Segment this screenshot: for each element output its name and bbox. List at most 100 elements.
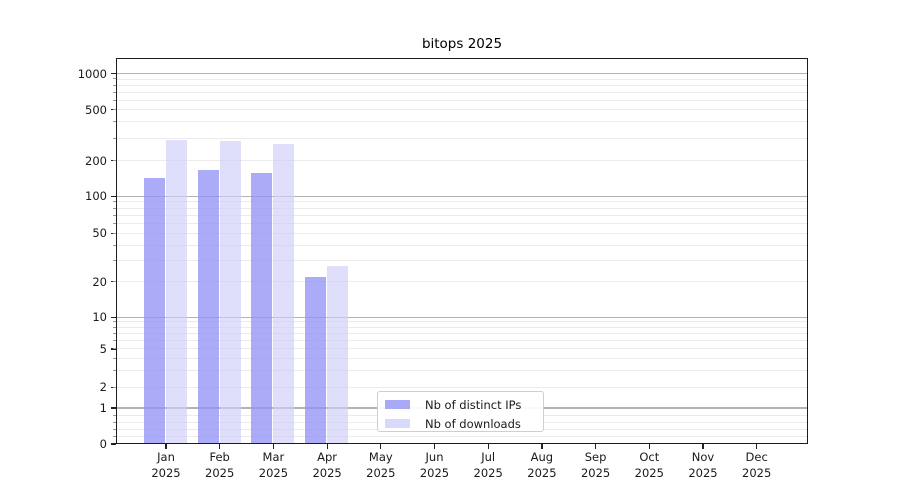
x-tick-label: Oct 2025: [617, 449, 681, 481]
x-tick-label-month: Feb: [209, 450, 230, 464]
x-tick-label-year: 2025: [742, 466, 772, 480]
gridline-minor: [116, 160, 808, 162]
y-tick-label: 20: [92, 274, 107, 289]
x-tick-mark: [380, 444, 382, 449]
gridline-minor: [116, 281, 808, 283]
x-tick-mark: [219, 444, 221, 449]
y-tick-label: 500: [85, 102, 107, 117]
x-tick-mark: [595, 444, 597, 449]
x-tick-label: Jun 2025: [403, 449, 467, 481]
y-tick-label: 1: [99, 400, 107, 415]
legend-swatch: [385, 419, 410, 428]
y-tick-label: 100: [85, 189, 107, 204]
x-tick-label-month: Dec: [745, 450, 768, 464]
x-tick-label: Mar 2025: [241, 449, 305, 481]
x-tick-label-year: 2025: [258, 466, 289, 480]
gridline-minor: [116, 207, 808, 209]
y-minor-tick-mark: [113, 259, 116, 261]
gridline-minor: [116, 223, 808, 225]
bar-distinct-ips: [144, 177, 165, 444]
x-tick-label-year: 2025: [473, 466, 503, 480]
y-minor-tick-mark: [113, 281, 116, 283]
y-minor-tick-mark: [113, 414, 116, 416]
bar-distinct-ips: [197, 169, 219, 444]
x-tick-mark: [165, 444, 167, 449]
x-tick-label: Jan 2025: [134, 449, 198, 481]
y-tick-label: 1000: [77, 66, 107, 81]
y-minor-tick-mark: [113, 348, 116, 350]
y-tick-mark: [111, 407, 116, 409]
y-minor-tick-mark: [113, 332, 116, 334]
x-tick-mark: [702, 444, 704, 449]
gridline-major: [116, 72, 808, 75]
gridline-minor: [116, 340, 808, 342]
legend: Nb of distinct IPs Nb of downloads: [377, 391, 544, 432]
y-minor-tick-mark: [113, 340, 116, 342]
gridline-minor: [116, 436, 808, 438]
legend-row: Nb of downloads: [385, 414, 543, 433]
x-tick-mark: [487, 444, 489, 449]
y-minor-tick-mark: [113, 214, 116, 216]
x-tick-label-month: Jun: [425, 450, 444, 464]
gridline-minor: [116, 232, 808, 234]
x-tick-label: Dec 2025: [725, 449, 789, 481]
bar-distinct-ips: [305, 276, 327, 444]
y-minor-tick-mark: [113, 223, 116, 225]
x-tick-label-year: 2025: [580, 466, 611, 480]
y-minor-tick-mark: [113, 78, 116, 80]
x-tick-label-year: 2025: [205, 466, 235, 480]
y-tick-label: 2: [99, 380, 107, 395]
y-tick-label: 10: [92, 310, 107, 325]
y-tick-label: 5: [99, 341, 107, 356]
y-minor-tick-mark: [113, 99, 116, 101]
y-minor-tick-mark: [113, 109, 116, 111]
y-minor-tick-mark: [113, 84, 116, 86]
x-tick-label: Jul 2025: [456, 449, 520, 481]
gridline-minor: [116, 326, 808, 328]
gridline-major: [116, 195, 808, 197]
y-minor-tick-mark: [113, 321, 116, 323]
y-minor-tick-mark: [113, 369, 116, 371]
gridline-minor: [116, 137, 808, 139]
y-tick-label: 200: [85, 153, 107, 168]
gridline-minor: [116, 369, 808, 371]
x-tick-label-year: 2025: [527, 466, 557, 480]
y-tick-label: 50: [92, 226, 107, 241]
y-minor-tick-mark: [113, 386, 116, 388]
x-tick-label-year: 2025: [151, 466, 181, 480]
gridline-minor: [116, 78, 808, 80]
y-tick-mark: [111, 443, 116, 445]
bar-downloads: [166, 140, 187, 444]
bar-downloads: [273, 143, 295, 444]
y-minor-tick-mark: [113, 326, 116, 328]
x-tick-label-month: Oct: [639, 450, 660, 464]
gridline-minor: [116, 214, 808, 216]
y-tick-label: 0: [99, 437, 107, 451]
x-tick-label-month: Nov: [691, 450, 715, 464]
y-minor-tick-mark: [113, 121, 116, 123]
x-tick-label-year: 2025: [419, 466, 450, 480]
gridline-minor: [116, 386, 808, 388]
legend-label: Nb of downloads: [425, 416, 521, 431]
gridline-minor: [116, 91, 808, 93]
x-tick-label: May 2025: [349, 449, 413, 481]
gridline-minor: [116, 99, 808, 101]
legend-label: Nb of distinct IPs: [425, 397, 522, 412]
gridline-minor: [116, 321, 808, 323]
bar-downloads: [327, 265, 349, 444]
gridline-major: [116, 316, 808, 318]
gridline-minor: [116, 109, 808, 111]
y-minor-tick-mark: [113, 421, 116, 423]
x-tick-mark: [272, 444, 275, 449]
x-tick-label-month: Jul: [481, 450, 496, 464]
gridline-minor: [116, 244, 808, 246]
x-tick-mark: [433, 444, 436, 449]
x-tick-label-year: 2025: [312, 466, 342, 480]
gridline-minor: [116, 84, 808, 86]
y-tick-mark: [111, 72, 116, 75]
y-minor-tick-mark: [113, 207, 116, 209]
y-tick-mark: [111, 195, 116, 198]
y-minor-tick-mark: [113, 357, 116, 359]
y-minor-tick-mark: [113, 232, 116, 234]
x-tick-mark: [648, 444, 650, 449]
